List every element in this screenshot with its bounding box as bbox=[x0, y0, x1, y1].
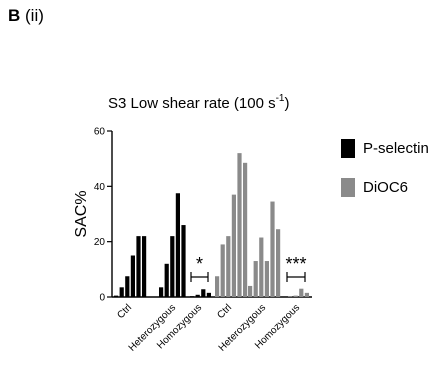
category-label: Ctrl bbox=[115, 302, 134, 321]
bar bbox=[142, 236, 147, 297]
y-tick-label: 60 bbox=[94, 127, 106, 138]
bar bbox=[299, 288, 304, 297]
significance-label: * bbox=[196, 254, 203, 274]
bar bbox=[206, 292, 211, 297]
legend: P-selectin DiOC6 bbox=[341, 139, 429, 197]
bar bbox=[201, 289, 206, 297]
y-tick-label: 40 bbox=[94, 182, 106, 193]
bar bbox=[220, 244, 225, 297]
bar bbox=[190, 296, 195, 297]
legend-swatch-p-selectin bbox=[341, 139, 355, 158]
bar bbox=[215, 276, 220, 297]
bar bbox=[125, 276, 130, 297]
bar bbox=[237, 153, 242, 297]
bar bbox=[164, 263, 169, 297]
bar bbox=[181, 225, 186, 297]
bar bbox=[243, 162, 248, 297]
bar bbox=[159, 287, 164, 297]
bar bbox=[170, 236, 175, 297]
bar bbox=[293, 295, 298, 297]
bar bbox=[288, 296, 293, 297]
significance-annotations: * *** bbox=[190, 254, 307, 282]
bar bbox=[136, 236, 141, 297]
bar bbox=[119, 287, 124, 297]
bar bbox=[195, 294, 200, 297]
bar bbox=[264, 261, 269, 297]
bar bbox=[248, 285, 253, 297]
significance-label: *** bbox=[285, 254, 306, 274]
bar bbox=[270, 201, 275, 297]
panel-sub: (ii) bbox=[25, 6, 44, 25]
bar bbox=[226, 236, 231, 297]
category-label: Ctrl bbox=[215, 302, 234, 321]
bars bbox=[114, 153, 309, 297]
y-ticks: 0 20 40 60 bbox=[94, 127, 112, 304]
bar bbox=[231, 194, 236, 297]
bar bbox=[175, 193, 180, 297]
bar bbox=[259, 237, 264, 297]
y-tick-label: 0 bbox=[99, 293, 105, 304]
bar bbox=[304, 292, 309, 297]
bar bbox=[253, 261, 258, 297]
panel-label: B (ii) bbox=[8, 6, 44, 26]
legend-label-p-selectin: P-selectin bbox=[363, 140, 429, 157]
chart-title: S3 Low shear rate (100 s-1) bbox=[108, 93, 290, 112]
legend-label-dioc6: DiOC6 bbox=[363, 179, 408, 196]
bar bbox=[276, 229, 281, 297]
bar bbox=[114, 295, 119, 297]
panel-letter: B bbox=[8, 6, 21, 25]
y-tick-label: 20 bbox=[94, 237, 106, 248]
bar bbox=[130, 255, 135, 297]
legend-swatch-dioc6 bbox=[341, 178, 355, 197]
y-axis-label: SAC% bbox=[73, 190, 90, 237]
